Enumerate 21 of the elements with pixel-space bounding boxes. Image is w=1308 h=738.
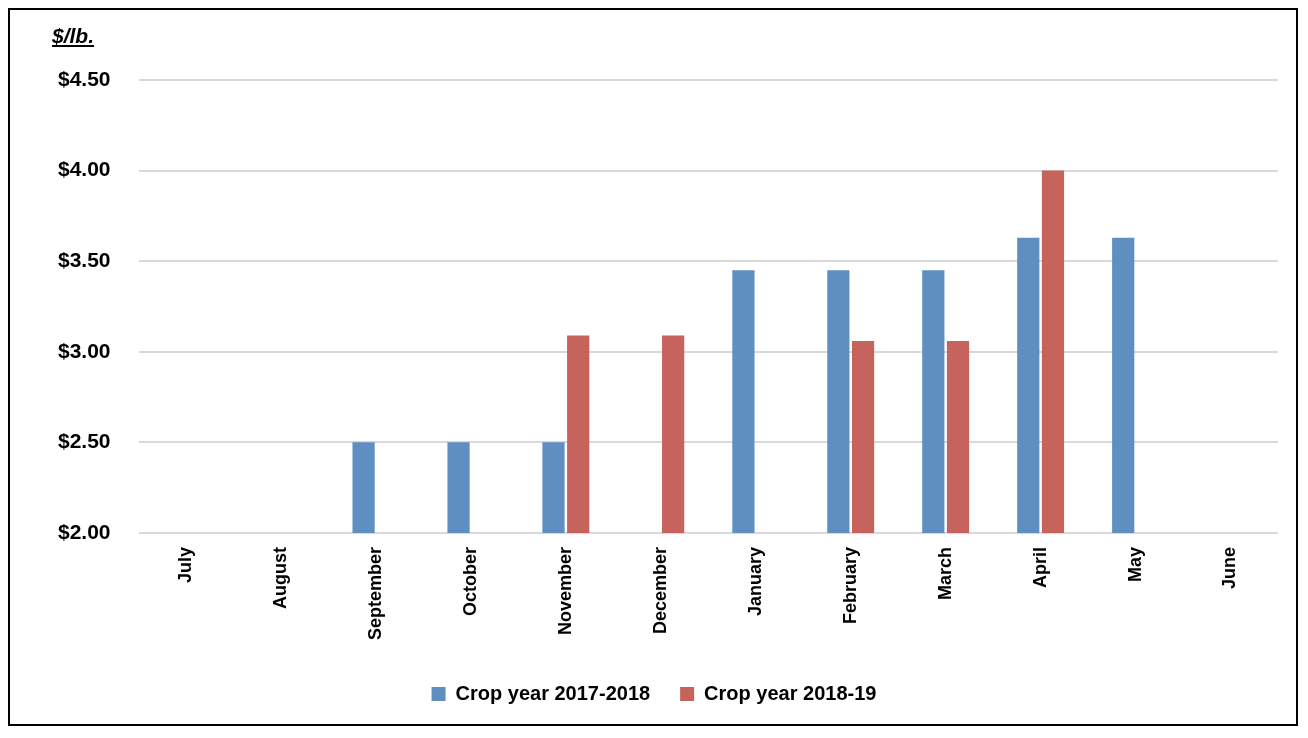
y-tick-label: $2.00 <box>57 519 111 543</box>
x-tick-label: April <box>1029 546 1050 588</box>
y-axis-title: $/lb. <box>52 24 95 48</box>
y-tick-label: $2.50 <box>57 429 111 453</box>
x-tick-label: June <box>1219 546 1240 589</box>
x-tick-label: October <box>459 546 480 616</box>
y-tick-label: $3.00 <box>57 338 111 362</box>
legend-label: Crop year 2018-19 <box>704 681 877 704</box>
x-tick-label: December <box>649 546 670 635</box>
x-tick-label: January <box>744 546 765 617</box>
x-tick-label: May <box>1124 546 1145 582</box>
y-tick-label: $4.50 <box>57 66 111 90</box>
x-tick-label: March <box>934 546 955 600</box>
x-tick-label: July <box>175 546 195 583</box>
x-tick-label: February <box>839 546 860 624</box>
legend-label: Crop year 2017-2018 <box>455 681 651 704</box>
x-tick-label: November <box>554 546 575 635</box>
y-tick-label: $3.50 <box>57 247 111 271</box>
y-tick-label: $4.00 <box>57 157 111 181</box>
x-tick-label: September <box>364 546 385 641</box>
x-tick-label: August <box>269 546 290 609</box>
